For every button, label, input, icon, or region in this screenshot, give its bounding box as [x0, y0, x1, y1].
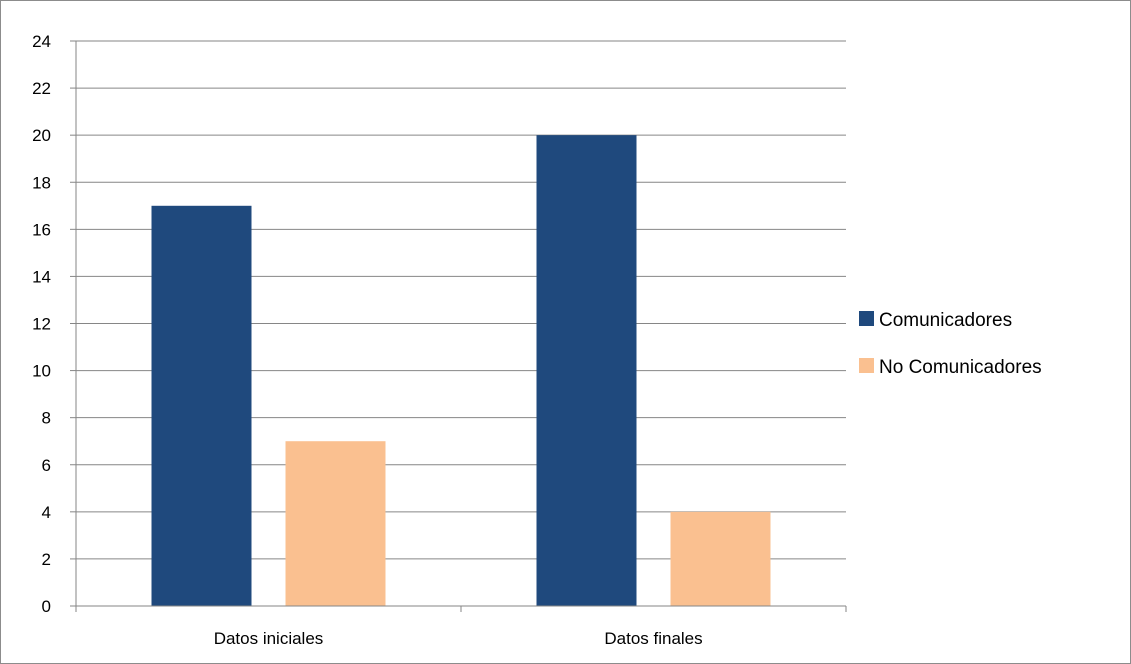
bar-comunicadores — [536, 135, 637, 606]
y-tick-label: 10 — [32, 362, 51, 381]
y-tick-label: 22 — [32, 79, 51, 98]
bar-comunicadores — [151, 205, 252, 606]
y-tick-label: 18 — [32, 173, 51, 192]
legend-label: Comunicadores — [879, 310, 1012, 331]
legend: Comunicadores No Comunicadores — [859, 310, 1042, 378]
y-tick-label: 0 — [42, 597, 51, 616]
y-tick-label: 2 — [42, 550, 51, 569]
bar-no-comunicadores — [285, 441, 386, 606]
axes — [70, 40, 847, 612]
bars — [151, 135, 771, 606]
x-tick-label: Datos finales — [604, 629, 702, 648]
y-tick-label: 14 — [32, 267, 51, 286]
x-tick-label: Datos iniciales — [214, 629, 324, 648]
y-tick-label: 12 — [32, 315, 51, 334]
bar-no-comunicadores — [670, 511, 771, 606]
legend-label: No Comunicadores — [879, 357, 1042, 378]
y-tick-label: 8 — [42, 409, 51, 428]
legend-swatch — [859, 358, 874, 373]
legend-swatch — [859, 311, 874, 326]
y-tick-label: 16 — [32, 220, 51, 239]
y-tick-label: 6 — [42, 456, 51, 475]
x-axis-tick-labels: Datos iniciales Datos finales — [214, 629, 703, 648]
y-tick-label: 24 — [32, 32, 51, 51]
y-tick-label: 4 — [42, 503, 51, 522]
y-tick-label: 20 — [32, 126, 51, 145]
